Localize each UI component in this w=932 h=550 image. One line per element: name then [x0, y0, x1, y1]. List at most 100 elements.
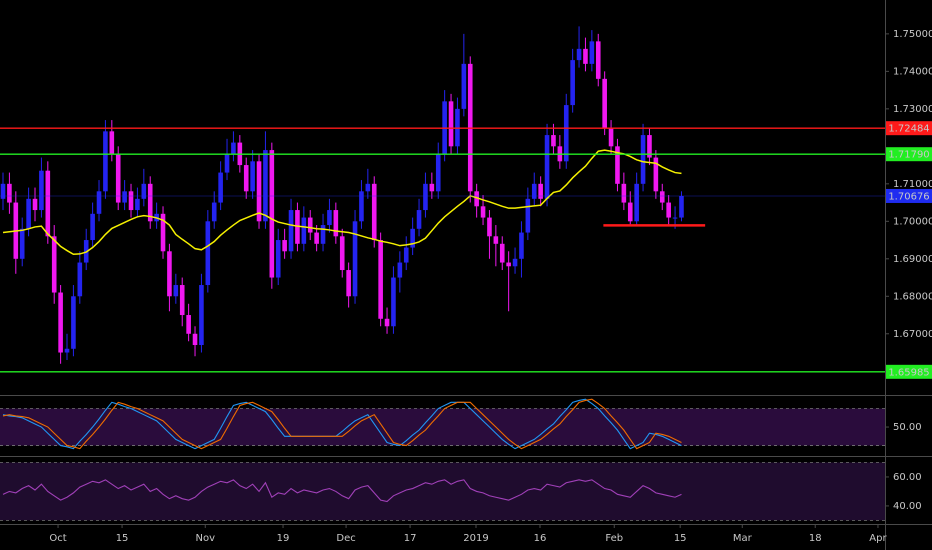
- candle-body: [615, 146, 620, 184]
- price-level-label: 1.65985: [888, 367, 929, 378]
- indicator-band: [0, 408, 885, 446]
- x-tick-label: 19: [277, 533, 290, 544]
- candle-body: [115, 153, 121, 203]
- candle-body: [307, 217, 313, 233]
- price-level-tag: [886, 364, 932, 379]
- candle-body: [282, 240, 287, 252]
- candle-body: [64, 348, 70, 353]
- indicator-line: [2, 398, 682, 450]
- candle-body: [384, 318, 390, 327]
- candle-body: [583, 48, 588, 64]
- candle-body: [519, 232, 524, 259]
- candle-body: [429, 183, 435, 192]
- candle-body: [192, 333, 198, 346]
- candle-body: [320, 225, 326, 244]
- candle-body: [461, 63, 467, 109]
- candle-body: [71, 296, 76, 349]
- candle-body: [371, 183, 377, 241]
- candle-body: [493, 236, 499, 244]
- y-tick-label: 60.00: [893, 472, 922, 483]
- y-tick-label: 1.75000: [893, 29, 932, 40]
- candle-body: [243, 165, 249, 192]
- price-level-label: 1.72484: [888, 124, 929, 135]
- candle-body: [525, 198, 531, 233]
- x-tick-label: 16: [534, 533, 547, 544]
- candle-body: [346, 270, 351, 297]
- candle-body: [301, 217, 307, 244]
- candle-body: [551, 135, 556, 147]
- candle-body: [128, 191, 134, 211]
- y-tick-label: 1.73000: [893, 104, 932, 115]
- x-tick-label: 2019: [463, 533, 488, 544]
- candle-body: [359, 191, 364, 222]
- candle-body: [250, 161, 255, 192]
- candle-body: [563, 105, 569, 162]
- candle-body: [634, 183, 639, 222]
- candle-body: [602, 78, 607, 128]
- candle-body: [314, 232, 319, 244]
- candle-body: [480, 206, 486, 218]
- candle-body: [474, 191, 479, 207]
- candle-body: [96, 191, 102, 214]
- candle-body: [186, 315, 191, 334]
- y-tick-label: 1.69000: [893, 254, 932, 265]
- candle-body: [487, 217, 492, 237]
- candle-body: [103, 131, 108, 192]
- candle-body: [160, 213, 166, 252]
- candle-body: [352, 221, 358, 297]
- candle-body: [621, 183, 627, 203]
- candle-body: [199, 285, 204, 346]
- candle-body: [647, 135, 652, 158]
- candle-body: [595, 41, 601, 79]
- y-tick-label: 40.00: [893, 501, 922, 512]
- x-tick-label: Dec: [336, 533, 355, 544]
- candle-body: [269, 150, 275, 278]
- y-tick-label: 1.67000: [893, 329, 932, 340]
- candle-body: [531, 183, 537, 199]
- candle-body: [90, 213, 95, 241]
- x-tick-label: Apr: [869, 533, 887, 544]
- indicator-line: [2, 398, 682, 450]
- price-level-tag: [886, 121, 932, 136]
- candle-body: [589, 41, 595, 64]
- candle-body: [365, 183, 371, 192]
- candle-body: [109, 131, 115, 154]
- candle-body: [26, 198, 31, 229]
- candle-body: [135, 198, 140, 211]
- y-tick-label: 1.74000: [893, 66, 932, 77]
- candle-body: [179, 285, 185, 316]
- candle-body: [256, 161, 262, 222]
- candle-body: [608, 127, 614, 147]
- y-tick-label: 50.00: [893, 422, 922, 433]
- candle-body: [224, 153, 230, 173]
- candle-body: [45, 170, 51, 237]
- candle-body: [512, 258, 518, 267]
- candle-body: [218, 172, 223, 203]
- candle-body: [77, 262, 83, 297]
- candle-body: [397, 262, 403, 278]
- candle-body: [416, 210, 422, 229]
- candle-body: [58, 292, 63, 353]
- x-tick-label: 15: [674, 533, 687, 544]
- candle-body: [659, 191, 665, 203]
- candle-body: [666, 202, 671, 218]
- y-tick-label: 1.71000: [893, 179, 932, 190]
- candle-body: [333, 210, 339, 237]
- candle-body: [7, 183, 12, 203]
- x-tick-label: Oct: [49, 533, 66, 544]
- candle-body: [391, 277, 396, 327]
- y-tick-label: 1.68000: [893, 291, 932, 302]
- y-tick-label: 1.70000: [893, 216, 932, 227]
- candle-body: [378, 240, 383, 319]
- candle-body: [576, 48, 582, 61]
- x-tick-label: 18: [809, 533, 822, 544]
- x-tick-label: 17: [404, 533, 417, 544]
- candle-body: [211, 202, 217, 222]
- candle-body: [499, 243, 505, 263]
- candle-body: [0, 183, 6, 199]
- candle-body: [167, 251, 172, 297]
- candle-body: [627, 202, 633, 222]
- candle-body: [403, 247, 409, 263]
- candle-body: [435, 153, 441, 192]
